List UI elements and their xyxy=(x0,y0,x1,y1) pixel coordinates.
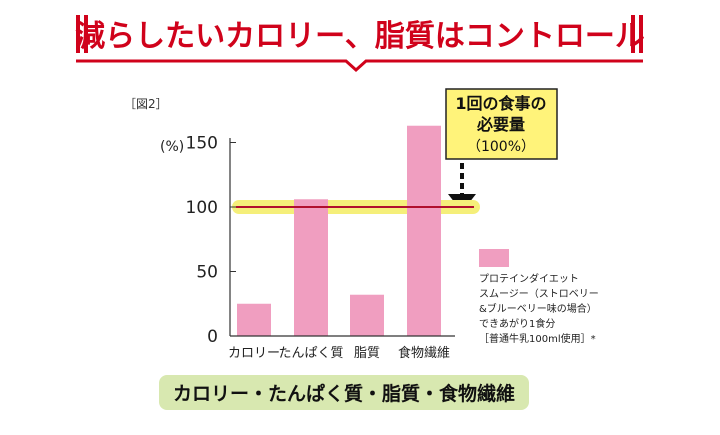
bar-2 xyxy=(294,199,328,336)
legend-swatch xyxy=(479,249,509,267)
legend-line-5: ［普通牛乳100ml使用］* xyxy=(479,332,596,345)
callout-background xyxy=(445,88,558,160)
footer-badge-text: カロリー・たんぱく質・脂質・食物繊維 xyxy=(173,382,515,405)
y-unit-label: (%) xyxy=(160,139,184,155)
header-right-bar-2 xyxy=(639,15,643,53)
footer-badge-background xyxy=(159,375,529,410)
legend-line-3: &ブルーベリー味の場合） xyxy=(479,302,597,315)
figure-label: ［図2］ xyxy=(124,97,168,111)
y-tick-label-150: 150 xyxy=(186,134,218,154)
callout-line-1: 1回の食事の xyxy=(455,94,546,113)
header-right-bar-1 xyxy=(631,15,635,53)
callout-box: 1回の食事の 必要量 （100%） xyxy=(445,88,558,212)
callout-line-2: 必要量 xyxy=(476,115,525,134)
legend: プロテインダイエット スムージー（ストロベリー &ブルーベリー味の場合） できあ… xyxy=(479,249,599,345)
legend-line-4: できあがり1食分 xyxy=(479,317,555,330)
footer-badge: カロリー・たんぱく質・脂質・食物繊維 xyxy=(159,375,529,410)
bar-3 xyxy=(350,294,384,336)
x-category-label-3: 脂質 xyxy=(354,346,380,361)
y-tick-label-50: 50 xyxy=(196,263,218,283)
legend-line-2: スムージー（ストロベリー xyxy=(479,288,599,300)
y-tick-label-0: 0 xyxy=(207,327,218,347)
x-category-label-2: たんぱく質 xyxy=(278,346,343,361)
header-banner: 減らしたいカロリー、脂質はコントロール xyxy=(75,15,645,73)
header-underline xyxy=(76,59,643,73)
legend-line-1: プロテインダイエット xyxy=(479,272,579,285)
y-tick-label-100: 100 xyxy=(186,198,218,218)
bar-1 xyxy=(237,303,271,336)
x-category-label-1: カロリー xyxy=(228,346,280,361)
header-left-bar-2 xyxy=(84,15,88,53)
header-title: 減らしたいカロリー、脂質はコントロール xyxy=(75,19,645,54)
header-left-bar-1 xyxy=(76,15,80,53)
bar-4 xyxy=(407,125,441,336)
callout-line-3: （100%） xyxy=(467,139,535,155)
x-category-label-4: 食物繊維 xyxy=(398,345,450,361)
